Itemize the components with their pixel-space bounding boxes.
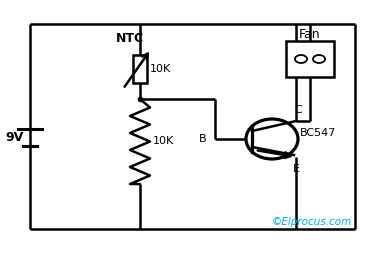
Text: ©Elprocus.com: ©Elprocus.com	[272, 217, 352, 227]
Text: E: E	[293, 164, 300, 174]
Text: NTC: NTC	[116, 31, 144, 44]
Text: C: C	[294, 105, 302, 115]
Text: Fan: Fan	[299, 27, 321, 40]
Ellipse shape	[246, 119, 298, 159]
Bar	[286, 41, 334, 77]
Text: 10K: 10K	[153, 136, 174, 147]
Text: 9V: 9V	[5, 131, 23, 144]
Text: BC547: BC547	[300, 128, 336, 138]
Bar	[133, 55, 147, 83]
Text: 10K: 10K	[150, 64, 171, 74]
Text: B: B	[200, 134, 207, 144]
